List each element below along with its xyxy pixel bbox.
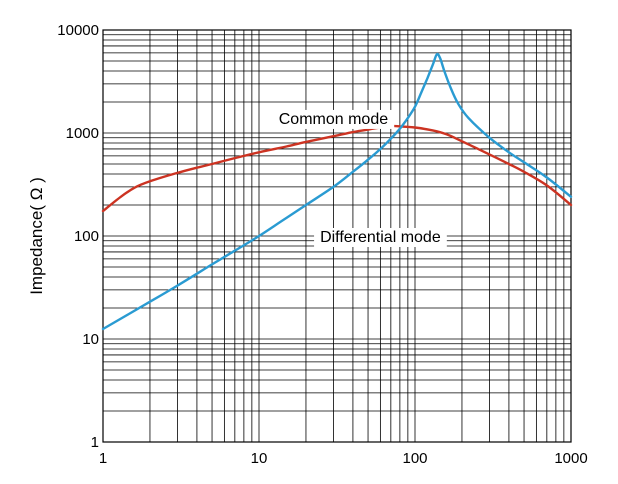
x-tick-label: 100	[402, 450, 427, 467]
annotation-background	[272, 109, 395, 129]
y-tick-label: 100	[74, 228, 99, 245]
x-tick-label: 10	[251, 450, 268, 467]
plot-frame	[102, 29, 572, 443]
series-layer	[101, 52, 573, 331]
differential-mode-line	[101, 52, 573, 331]
common-mode-line	[101, 124, 573, 213]
annotation-text: Common mode	[279, 111, 388, 128]
y-tick-label: 1	[91, 434, 99, 451]
common-mode-annotation: Common mode	[272, 109, 395, 129]
y-tick-label: 1000	[66, 125, 99, 142]
x-tick-label: 1	[99, 450, 107, 467]
y-tick-labels: 1 10 100 1000 10000	[57, 22, 99, 451]
x-tick-labels: 1 10 100 1000	[99, 450, 588, 467]
annotation-background	[314, 228, 447, 247]
y-axis-label: Impedance( Ω )	[27, 177, 46, 295]
y-tick-label: 10	[82, 331, 99, 348]
y-tick-label: 10000	[57, 22, 99, 39]
annotations: Common mode Differential mode	[272, 109, 447, 247]
annotation-text: Differential mode	[320, 229, 441, 246]
x-tick-label: 1000	[554, 450, 587, 467]
differential-mode-annotation: Differential mode	[314, 228, 447, 247]
